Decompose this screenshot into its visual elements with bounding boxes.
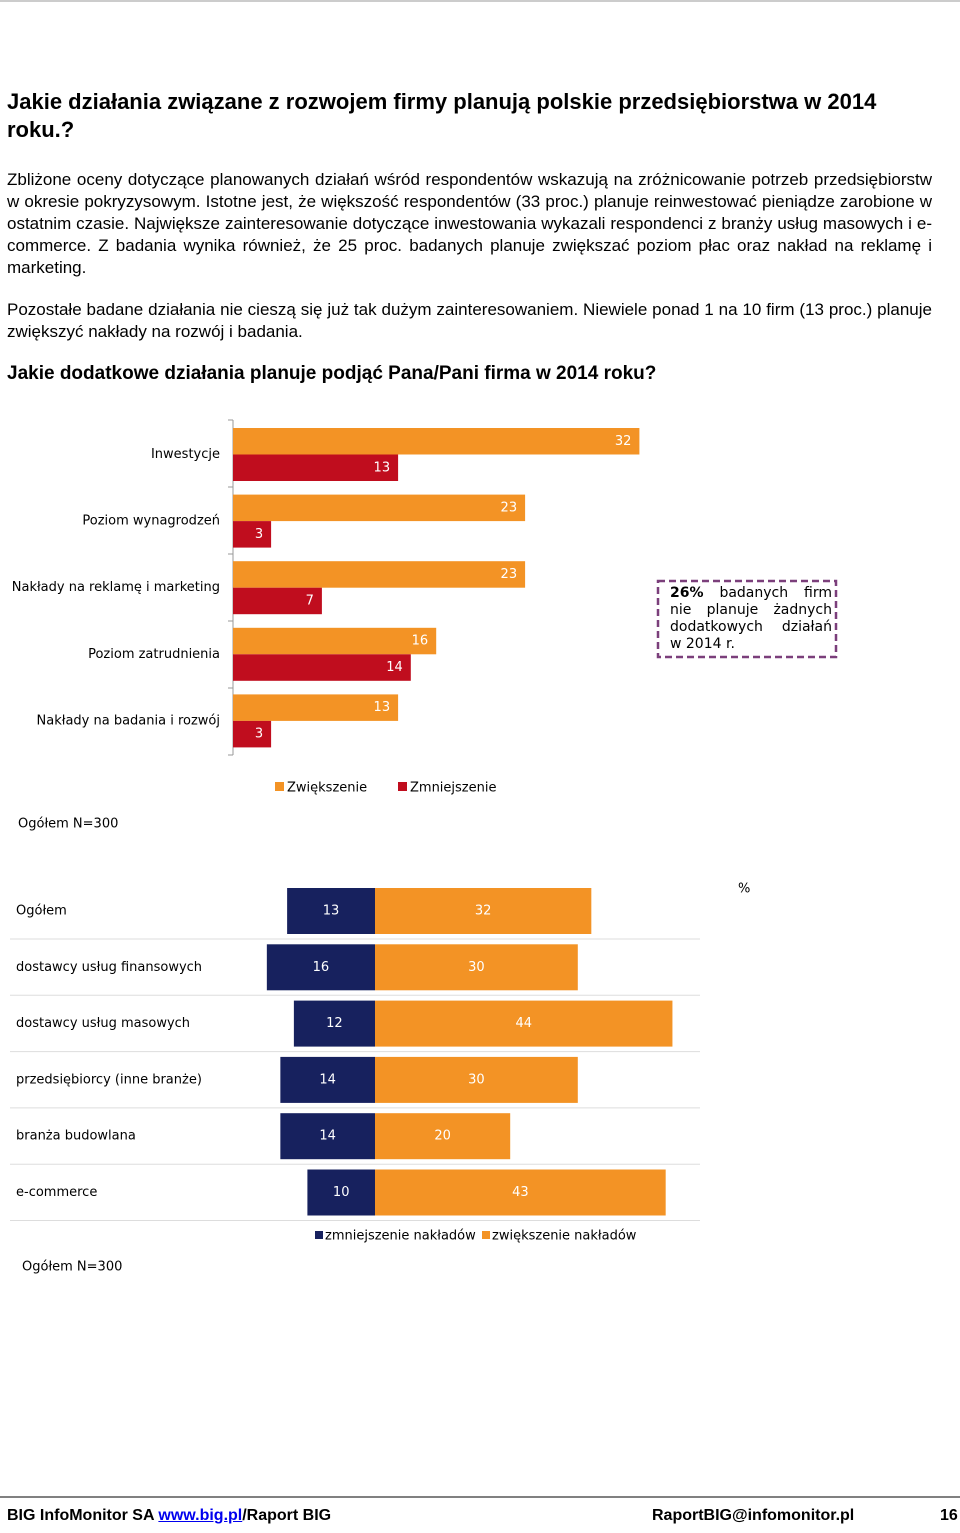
category-label: branża budowlana — [16, 1129, 136, 1144]
bar — [233, 561, 526, 588]
value-label: 16 — [313, 960, 330, 975]
bar — [375, 1169, 666, 1216]
category-label: Nakłady na badania i rozwój — [37, 713, 220, 728]
legend-swatch — [482, 1231, 490, 1239]
value-label: 3 — [255, 527, 263, 542]
category-label: dostawcy usług masowych — [16, 1016, 190, 1031]
value-label: 20 — [434, 1129, 451, 1144]
paragraph: Zbliżone oceny dotyczące planowanych dzi… — [7, 170, 932, 277]
bar — [233, 720, 272, 748]
value-label: 14 — [319, 1129, 336, 1144]
value-label: 13 — [374, 460, 391, 475]
bar — [280, 1056, 375, 1103]
annotation: 26% badanych firm nie planuje żadnych do… — [670, 585, 832, 652]
question: Jakie dodatkowe działania planuje podjąć… — [7, 363, 657, 384]
annotation-text: badanych firm nie planuje żadnych dodatk… — [670, 585, 832, 652]
bar — [266, 944, 375, 991]
category-label: Poziom wynagrodzeń — [82, 514, 220, 529]
value-label: 32 — [475, 904, 492, 919]
annotation-box — [656, 579, 838, 659]
suffix: /Raport BIG — [242, 1507, 332, 1524]
category-label: Nakłady na reklamę i marketing — [12, 580, 220, 595]
bar — [293, 1000, 375, 1047]
category-label: Inwestycje — [151, 447, 220, 462]
value-label: 13 — [323, 904, 340, 919]
bar — [233, 494, 526, 522]
value-label: 16 — [412, 634, 429, 649]
bar — [233, 521, 272, 548]
value-label: 7 — [306, 593, 314, 608]
value-label: 30 — [468, 1072, 485, 1087]
bar — [287, 888, 375, 934]
value-label: 32 — [615, 434, 632, 449]
link[interactable]: www.big.pl — [158, 1507, 243, 1524]
note: Ogółem N=300 — [18, 817, 118, 832]
bar — [375, 944, 578, 991]
category-label: dostawcy usług finansowych — [16, 960, 202, 975]
heading: Jakie działania związane z rozwojem firm… — [7, 89, 877, 142]
value-label: 3 — [255, 727, 263, 742]
bar — [375, 1000, 673, 1047]
value-label: 44 — [515, 1016, 532, 1031]
bar — [375, 1113, 511, 1160]
value-label: 14 — [386, 660, 403, 675]
company: BIG InfoMonitor SA — [7, 1507, 154, 1524]
legend-label: Zwiększenie — [287, 781, 367, 796]
annotation-highlight: 26% — [670, 585, 704, 601]
category-label: przedsiębiorcy (inne branże) — [16, 1072, 202, 1087]
value-label: 23 — [501, 567, 518, 582]
email: RaportBIG@infomonitor.pl — [652, 1507, 855, 1524]
page-number: 16 — [940, 1507, 958, 1524]
bar — [280, 1113, 375, 1160]
unit: % — [738, 882, 750, 897]
legend-swatch — [398, 782, 407, 791]
legend-swatch — [275, 782, 284, 791]
category-label: e-commerce — [16, 1185, 97, 1200]
bar — [233, 454, 399, 481]
value-label: 10 — [333, 1185, 350, 1200]
legend-label: Zmniejszenie — [410, 781, 496, 796]
value-label: 23 — [501, 500, 518, 515]
bar — [233, 627, 437, 655]
value-label: 12 — [326, 1016, 343, 1031]
paragraph: Pozostałe badane działania nie cieszą si… — [7, 300, 932, 341]
value-label: 13 — [374, 700, 391, 715]
bar — [233, 428, 640, 455]
value-label: 43 — [512, 1185, 529, 1200]
bar — [375, 888, 592, 934]
legend-label: zmniejszenie nakładów — [325, 1229, 476, 1244]
footer: BIG InfoMonitor SA www.big.pl/Raport BIG… — [7, 1507, 958, 1525]
value-label: 14 — [319, 1072, 336, 1087]
bar — [233, 694, 399, 721]
legend-swatch — [315, 1231, 323, 1239]
bar — [307, 1169, 375, 1216]
legend-label: zwiększenie nakładów — [492, 1229, 637, 1244]
bar — [375, 1056, 578, 1103]
bar — [233, 654, 411, 681]
category-label: Poziom zatrudnienia — [88, 647, 220, 662]
note: Ogółem N=300 — [22, 1260, 122, 1275]
category-label: Ogółem — [16, 904, 67, 919]
bar — [233, 587, 322, 615]
value-label: 30 — [468, 960, 485, 975]
